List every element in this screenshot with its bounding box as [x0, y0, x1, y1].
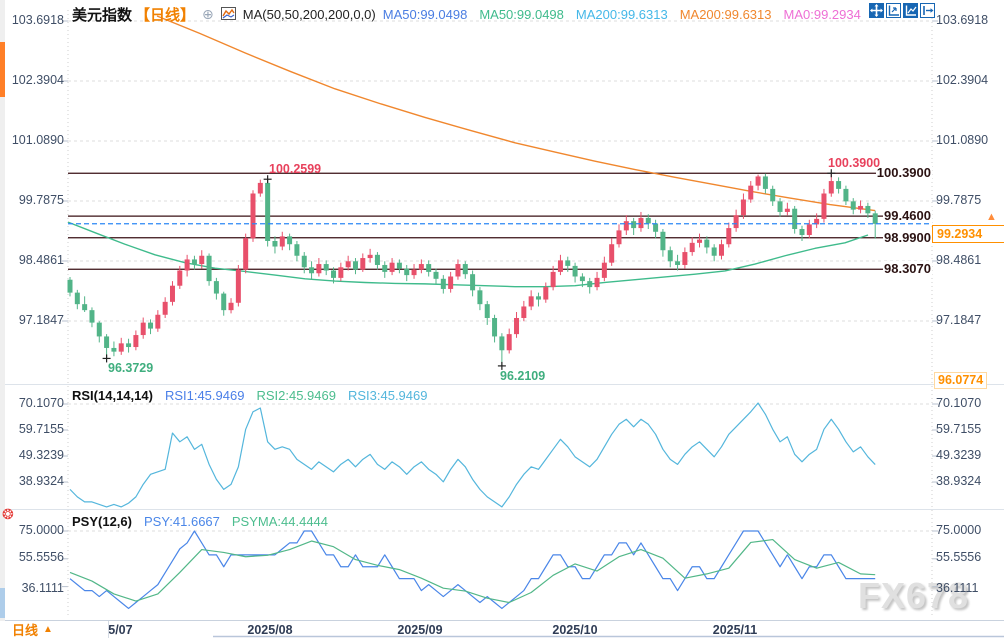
left-scrollbar-thumb-blue[interactable] [0, 588, 5, 618]
indicator-value-label: MA50:99.0498 [382, 7, 468, 22]
low-marker-label: 96.2109 [500, 369, 546, 383]
left-scrollbar-track[interactable] [0, 0, 5, 638]
ma50-line [67, 221, 869, 288]
settings-sun-icon[interactable]: ❂ [2, 506, 14, 522]
psy-axis-label: 36.1111 [21, 581, 64, 595]
psy-line [69, 530, 876, 610]
rsi-axis-label: 38.9324 [18, 474, 64, 488]
indicator-value-label: RSI1:45.9469 [164, 388, 245, 403]
rsi-axis-label: 70.1070 [18, 396, 64, 410]
rsi-axis-label: 59.7155 [18, 422, 64, 436]
chevron-up-icon: ▲ [43, 624, 53, 635]
latest-price-arrow-icon[interactable]: ▲ [986, 211, 997, 223]
indicator-value-label: MA0:99.2934 [783, 7, 861, 22]
psy-axis-label: 75.0000 [936, 523, 982, 537]
ma-values: MA50:99.0498 MA50:99.0498 MA200:99.6313 MA2… [383, 7, 861, 22]
price-axis-label: 98.4861 [18, 253, 64, 267]
rsi-axis-label: 38.9324 [936, 474, 982, 488]
price-axis-label: 103.6918 [11, 13, 64, 27]
current-price-badge: 99.2934 [932, 225, 1004, 243]
ma200-line [156, 15, 876, 212]
sr-line-label: 100.3900 [875, 165, 932, 180]
candlestick-series [67, 173, 878, 366]
timeframe-tab[interactable]: 日线 ▲ [0, 621, 109, 638]
rsi-axis-label: 49.3239 [936, 448, 982, 462]
rsi-axis-label: 49.3239 [18, 448, 64, 462]
price-axis-label: 101.0890 [936, 133, 989, 147]
chart-toolbar [869, 3, 935, 18]
rsi-axis-label: 59.7155 [936, 422, 982, 436]
price-axis-label: 102.3904 [936, 73, 989, 87]
auto-scale-icon[interactable] [903, 3, 918, 18]
rsi-header: RSI(14,14,14) RSI1:45.9469 RSI2:45.9469 RS… [72, 388, 427, 403]
timeframe-tab-label: 日线 [12, 623, 39, 638]
page-title: 美元指数 [72, 7, 133, 24]
high-marker-label: 100.2599 [269, 162, 322, 176]
indicator-value-label: PSY:41.6667 [143, 514, 220, 529]
indicator-value-label: PSYMA:44.4444 [231, 514, 329, 529]
psy-indicator-label: PSY(12,6) [72, 514, 132, 529]
time-axis-label: 2025/08 [247, 623, 293, 637]
psy-header: PSY(12,6) PSY:41.6667 PSYMA:44.4444 [72, 514, 328, 529]
high-marker-label: 100.3900 [828, 156, 881, 170]
rsi-axis-label: 70.1070 [936, 396, 982, 410]
indicator-chart-icon[interactable] [220, 6, 236, 23]
psy-axis-label: 55.5556 [936, 550, 982, 564]
time-axis-label: 2025/10 [552, 623, 598, 637]
axis-fit-icon[interactable] [886, 3, 901, 18]
ma-indicator-label: MA(50,50,200,200,0,0) [242, 7, 376, 22]
left-scrollbar-thumb-orange[interactable] [0, 42, 5, 97]
indicator-value-label: MA200:99.6313 [679, 7, 772, 22]
psy-axis-label: 36.1111 [936, 581, 979, 595]
time-axis-label: 2025/09 [397, 623, 443, 637]
price-axis-label: 99.7875 [936, 193, 982, 207]
timeframe-label: 【日线】 [135, 7, 196, 24]
chart-header: 美元指数 【日线】 ⊕ MA(50,50,200,200,0,0) MA50:9… [72, 4, 861, 25]
psy-axis-label: 55.5556 [18, 550, 64, 564]
indicator-value-label: MA200:99.6313 [575, 7, 668, 22]
indicator-value-label: RSI3:45.9469 [347, 388, 428, 403]
pan-icon[interactable] [869, 3, 884, 18]
indicator-value-label: MA50:99.0498 [479, 7, 564, 22]
rsi-indicator-label: RSI(14,14,14) [72, 388, 153, 403]
psy-values: PSY:41.6667 PSYMA:44.4444 [144, 514, 328, 529]
zoom-plus-icon[interactable]: ⊕ [202, 6, 214, 22]
time-axis-label: 2025/11 [712, 623, 758, 637]
indicator-value-label: RSI2:45.9469 [256, 388, 336, 403]
rsi-values: RSI1:45.9469 RSI2:45.9469 RSI3:45.9469 [165, 388, 428, 403]
sr-line-label: 98.3070 [883, 261, 932, 276]
price-axis-label: 99.7875 [18, 193, 64, 207]
session-low-badge: 96.0774 [934, 372, 988, 389]
price-axis-label: 98.4861 [936, 253, 982, 267]
price-axis-label: 97.1847 [936, 313, 982, 327]
psyma-line [69, 538, 876, 604]
go-latest-icon[interactable] [920, 3, 935, 18]
rsi-line [69, 402, 876, 508]
price-axis-label: 102.3904 [11, 73, 64, 87]
price-axis-label: 97.1847 [18, 313, 64, 327]
sr-line-label: 99.4600 [883, 208, 932, 223]
price-axis-label: 101.0890 [11, 133, 64, 147]
watermark: FX678 [858, 575, 970, 616]
sr-line-label: 98.9900 [883, 230, 932, 245]
price-axis-label: 103.6918 [936, 13, 989, 27]
psy-axis-label: 75.0000 [18, 523, 64, 537]
low-marker-label: 96.3729 [108, 361, 154, 375]
